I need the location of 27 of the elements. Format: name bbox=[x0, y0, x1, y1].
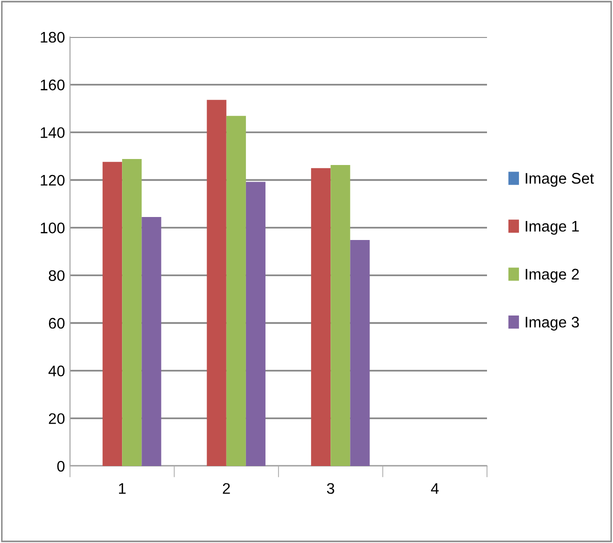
x-tick-label: 1 bbox=[119, 483, 126, 494]
bar bbox=[246, 182, 266, 466]
bar bbox=[350, 240, 370, 466]
legend-label: Image 3 bbox=[526, 316, 579, 331]
x-tick-label: 4 bbox=[430, 483, 439, 494]
y-tick-label: 80 bbox=[48, 270, 65, 282]
y-tick-label: 20 bbox=[48, 413, 65, 424]
bar bbox=[206, 100, 226, 466]
y-tick-label: 120 bbox=[40, 174, 65, 186]
bar bbox=[311, 168, 331, 466]
y-tick-label: 140 bbox=[40, 127, 65, 138]
y-tick-label: 160 bbox=[40, 80, 65, 90]
bar bbox=[142, 216, 162, 466]
y-tick-label: 0 bbox=[57, 460, 65, 472]
y-tick-label: 100 bbox=[40, 222, 65, 234]
bar bbox=[102, 162, 122, 466]
x-tick-label: 2 bbox=[222, 483, 230, 494]
bar bbox=[122, 159, 142, 466]
y-tick-label: 60 bbox=[48, 318, 65, 329]
y-tick-label: 180 bbox=[40, 32, 65, 43]
bar bbox=[330, 164, 350, 466]
legend-label: Image Set bbox=[526, 172, 594, 187]
y-tick-label: 40 bbox=[48, 366, 65, 376]
legend-label: Image 2 bbox=[526, 268, 579, 283]
bar bbox=[226, 116, 246, 466]
legend-label: Image 1 bbox=[526, 221, 579, 235]
x-tick-label: 3 bbox=[326, 483, 334, 494]
